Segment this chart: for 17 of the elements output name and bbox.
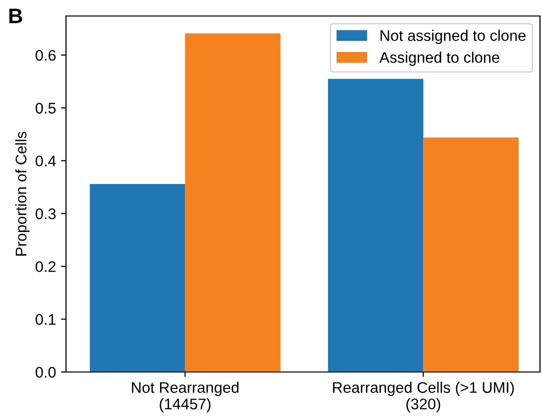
y-tick-label: 0.3	[36, 208, 56, 220]
y-tick-label: 0.0	[36, 366, 56, 378]
y-tick-label: 0.5	[36, 102, 56, 114]
x-tick-label: Not Rearranged (14457)	[132, 382, 238, 412]
bar	[185, 33, 280, 372]
y-tick-label: 0.2	[36, 261, 56, 272]
y-tick-label: 0.1	[36, 314, 56, 325]
x-tick-label: Rearranged Cells (>1 UMI) (320)	[333, 382, 514, 412]
legend-label: Assigned to clone	[379, 52, 500, 66]
y-tick-label: 0.4	[36, 156, 56, 166]
legend-label: Not assigned to clone	[380, 30, 526, 44]
bar	[423, 137, 519, 372]
bar	[90, 184, 186, 372]
y-axis-title: Proportion of Cells	[15, 132, 30, 256]
bar	[328, 78, 424, 372]
text: B	[9, 8, 22, 24]
y-tick-label: 0.6	[36, 50, 56, 61]
